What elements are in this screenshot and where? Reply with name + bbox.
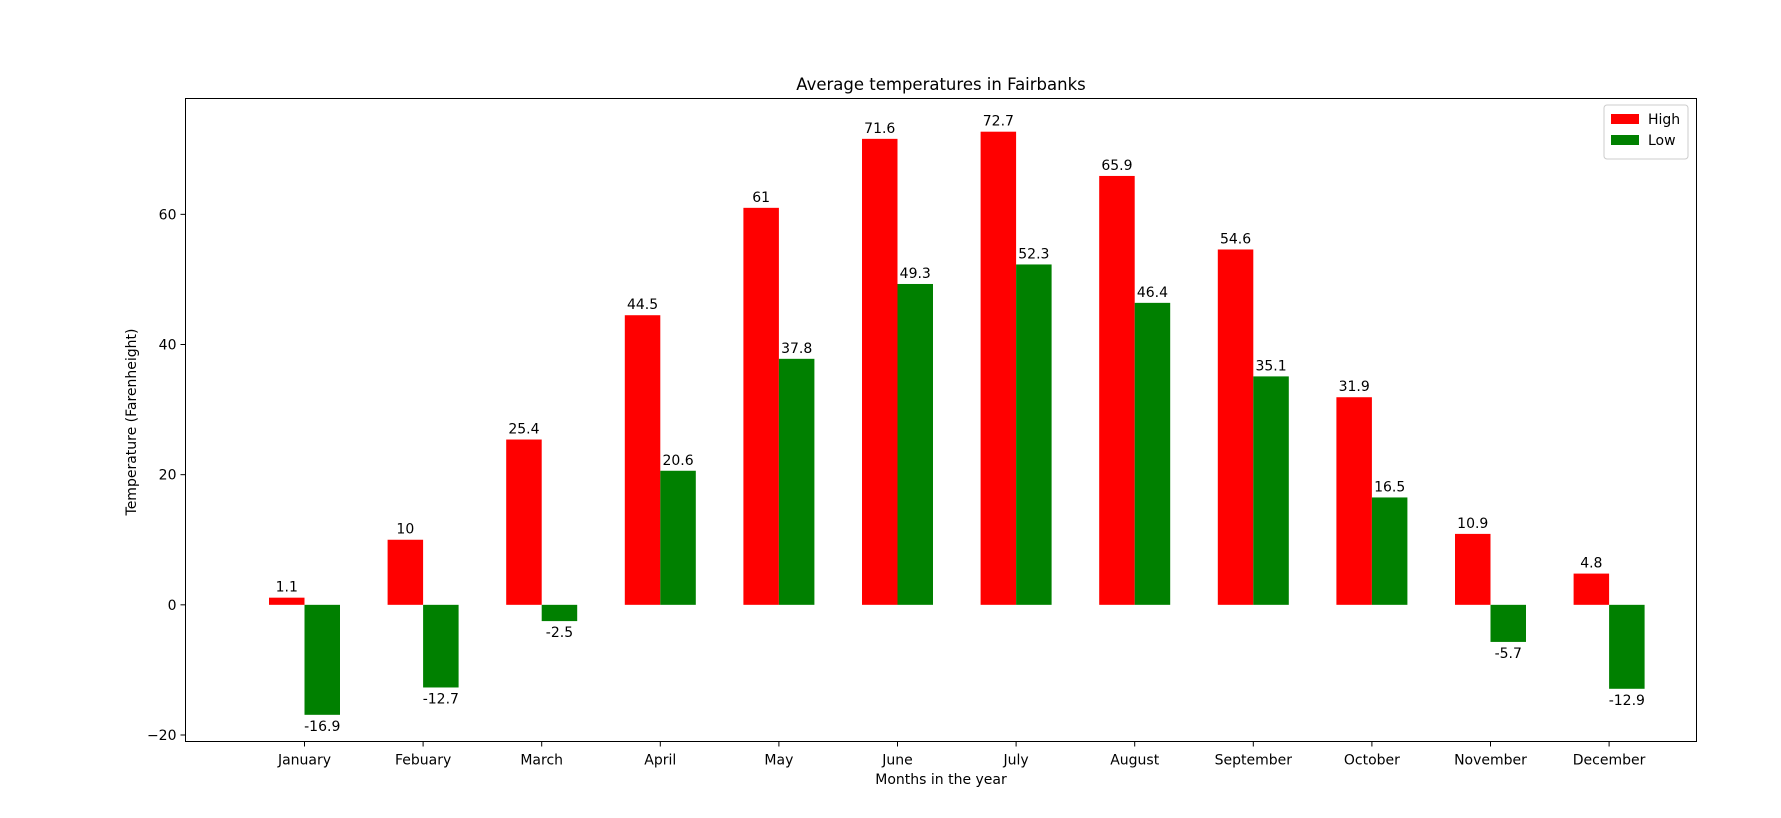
y-tick-label: −20 xyxy=(147,728,177,744)
bar-low-april xyxy=(660,470,696,605)
x-tick-label-may: May xyxy=(764,753,793,769)
bar-low-march xyxy=(541,604,578,622)
data-label-high-november: 10.9 xyxy=(1457,516,1488,532)
x-tick-label-july: July xyxy=(1003,753,1029,769)
data-label-high-december: 4.8 xyxy=(1580,556,1602,572)
bar-high-october xyxy=(1336,397,1372,605)
legend-swatch-low xyxy=(1611,135,1639,145)
data-label-high-april: 44.5 xyxy=(627,297,658,313)
x-tick-label-september: September xyxy=(1215,753,1293,769)
y-tick-label: 40 xyxy=(159,338,177,354)
legend-label-low: Low xyxy=(1648,133,1676,149)
x-tick-label-january: January xyxy=(277,753,331,769)
bar-low-may xyxy=(778,358,815,605)
x-tick-label-december: December xyxy=(1573,753,1646,769)
bar-high-febuary xyxy=(387,539,424,605)
bar-high-september xyxy=(1217,249,1254,605)
data-label-low-may: 37.8 xyxy=(781,341,812,357)
data-label-high-febuary: 10 xyxy=(396,522,414,538)
x-tick-label-june: June xyxy=(881,753,913,769)
data-label-low-july: 52.3 xyxy=(1018,246,1049,262)
chart-title: Average temperatures in Fairbanks xyxy=(796,75,1086,94)
bar-high-august xyxy=(1099,175,1135,605)
bar-high-november xyxy=(1455,533,1491,605)
legend-swatch-high xyxy=(1611,114,1639,124)
x-axis-label: Months in the year xyxy=(875,772,1007,788)
data-label-low-september: 35.1 xyxy=(1255,358,1286,374)
data-label-high-january: 1.1 xyxy=(276,580,298,596)
legend: High Low xyxy=(1603,104,1689,160)
y-axis-ticks: −20 0 20 40 60 xyxy=(147,207,186,744)
bar-low-january xyxy=(304,604,340,715)
x-tick-label-october: October xyxy=(1344,753,1400,769)
y-tick-label: 60 xyxy=(159,207,177,223)
bar-high-july xyxy=(980,131,1017,605)
bar-high-december xyxy=(1573,573,1610,605)
legend-label-high: High xyxy=(1648,112,1680,128)
y-tick-label: 0 xyxy=(168,598,177,614)
data-label-low-june: 49.3 xyxy=(900,266,931,282)
x-axis-ticks: January Febuary March April May June July Augus… xyxy=(277,741,1646,769)
bar-low-november xyxy=(1490,604,1526,642)
x-tick-label-august: August xyxy=(1110,753,1160,769)
x-tick-label-febuary: Febuary xyxy=(395,753,451,769)
bars-layer xyxy=(269,131,1645,715)
data-label-high-august: 65.9 xyxy=(1101,158,1132,174)
y-axis-label: Temperature (Farenheight) xyxy=(124,329,140,517)
data-label-low-december: -12.9 xyxy=(1609,693,1645,709)
bar-low-june xyxy=(897,283,933,605)
data-label-low-january: -16.9 xyxy=(304,719,340,735)
bar-high-may xyxy=(743,207,779,605)
data-label-low-april: 20.6 xyxy=(662,453,693,469)
bar-high-march xyxy=(506,439,542,605)
data-label-low-august: 46.4 xyxy=(1137,285,1168,301)
bar-high-january xyxy=(269,597,305,605)
data-label-high-march: 25.4 xyxy=(508,422,539,438)
data-label-low-febuary: -12.7 xyxy=(423,691,459,707)
x-tick-label-november: November xyxy=(1454,753,1527,769)
x-tick-label-april: April xyxy=(644,753,676,769)
bar-low-febuary xyxy=(423,604,459,688)
data-label-low-november: -5.7 xyxy=(1495,646,1522,662)
bar-high-april xyxy=(624,315,661,605)
data-label-high-may: 61 xyxy=(752,190,770,206)
bar-low-august xyxy=(1134,302,1171,605)
bar-low-september xyxy=(1253,376,1289,605)
plot-frame xyxy=(185,98,1697,742)
data-label-high-september: 54.6 xyxy=(1220,231,1251,247)
bar-low-october xyxy=(1371,497,1408,605)
data-label-high-june: 71.6 xyxy=(864,121,895,137)
data-labels-layer: 1.1 -16.9 10 -12.7 25.4 -2.5 44.5 20.6 61 37.8 71.… xyxy=(276,114,1645,735)
bar-high-june xyxy=(862,138,898,605)
data-label-low-october: 16.5 xyxy=(1374,479,1405,495)
data-label-high-october: 31.9 xyxy=(1339,379,1370,395)
y-tick-label: 20 xyxy=(159,468,177,484)
bar-low-july xyxy=(1016,264,1052,605)
data-label-high-july: 72.7 xyxy=(983,114,1014,130)
x-tick-label-march: March xyxy=(520,753,563,769)
bar-low-december xyxy=(1609,604,1645,689)
data-label-low-march: -2.5 xyxy=(546,625,573,641)
